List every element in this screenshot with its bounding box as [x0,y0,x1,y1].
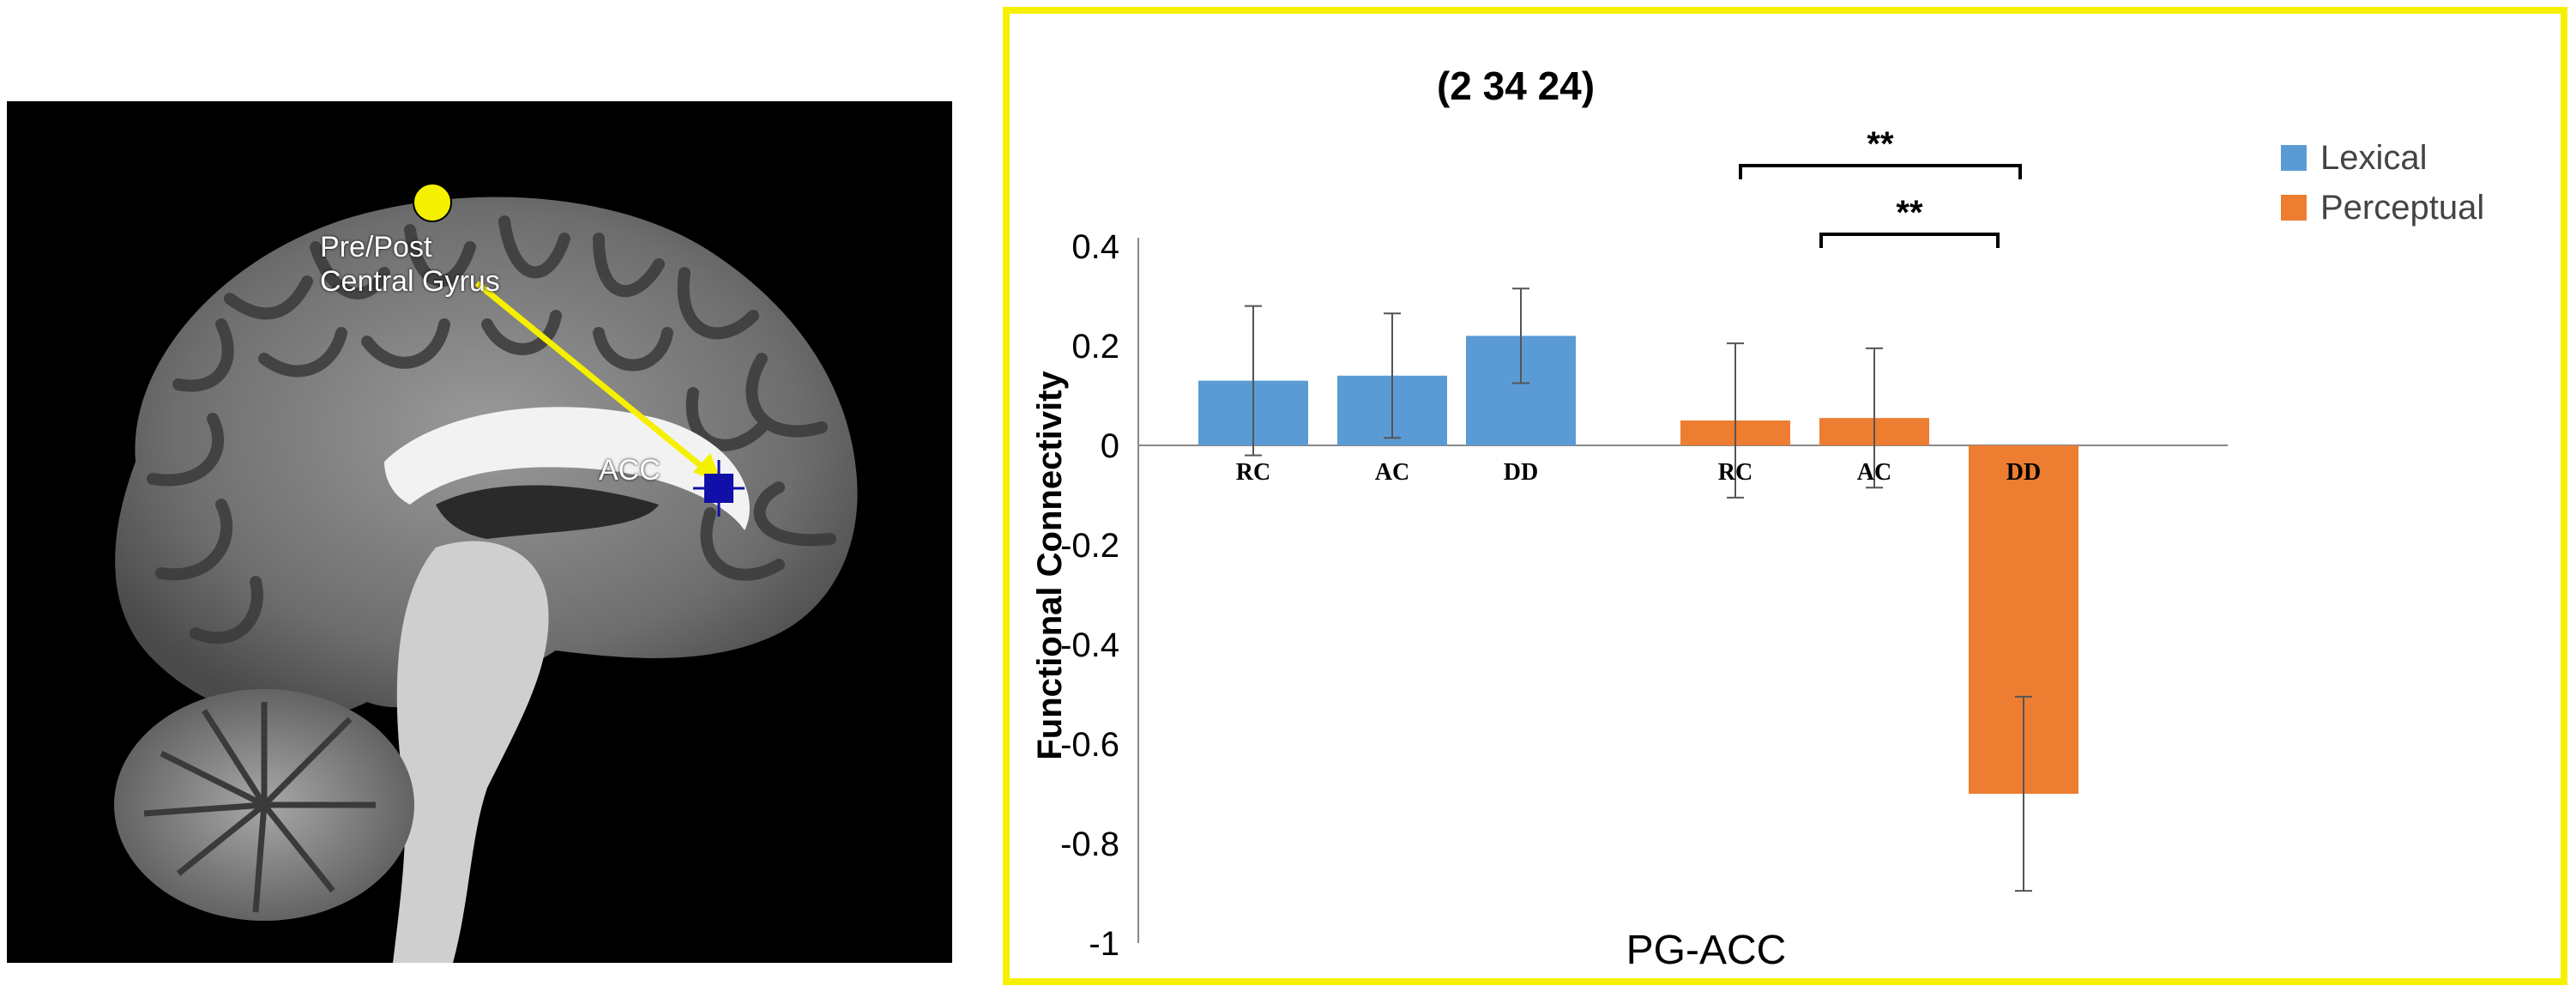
significance-bracket [1819,233,2000,248]
legend-label: Perceptual [2320,189,2484,227]
corpus-callosum [384,407,750,530]
seed-label-line2: Central Gyrus [320,265,500,298]
category-label: DD [2006,459,2041,486]
y-tick-label: -0.6 [1060,726,1119,764]
category-label: RC [1718,459,1753,486]
seed-marker [413,183,452,222]
y-axis-label: Functional Connectivity [1031,371,1069,760]
chart-panel: (2 34 24) Functional Connectivity PG-ACC… [1003,7,2567,985]
legend-swatch [2281,195,2307,221]
y-tick-label: -0.8 [1060,826,1119,863]
brain-mri-panel: Pre/Post Central Gyrus ACC [7,101,952,963]
bar-chart: (2 34 24) Functional Connectivity PG-ACC… [1031,64,2484,973]
category-label: DD [1504,459,1538,486]
target-label: ACC [599,454,661,487]
seed-label-line1: Pre/Post [320,231,432,263]
significance-bracket [1739,164,2022,179]
y-tick-label: 0 [1101,427,1119,465]
y-tick-label: -1 [1089,925,1119,963]
brainstem [393,541,549,963]
x-axis-label: PG-ACC [1626,928,1787,973]
y-tick-label: -0.2 [1060,527,1119,565]
legend-label: Lexical [2320,139,2428,177]
category-label: RC [1236,459,1270,486]
y-tick-label: 0.2 [1071,328,1119,366]
significance-stars: ** [1867,125,1894,163]
y-tick-label: 0.4 [1071,228,1119,266]
y-tick-label: -0.4 [1060,626,1119,664]
legend-swatch [2281,145,2307,171]
brain-sagittal-image [114,183,858,963]
chart-title: (2 34 24) [1437,64,1595,108]
significance-stars: ** [1896,194,1923,232]
connectivity-arrow [474,281,711,475]
category-label: AC [1857,459,1891,486]
category-label: AC [1375,459,1409,486]
